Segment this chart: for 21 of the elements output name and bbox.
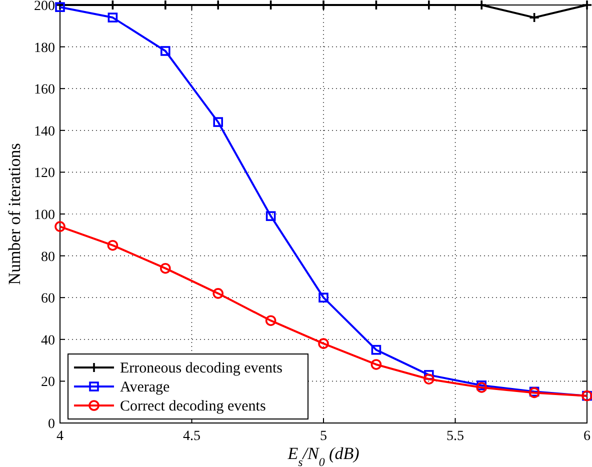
y-tick-label: 140 (34, 124, 55, 140)
x-tick-label: 6 (584, 429, 590, 444)
y-tick-label: 40 (41, 333, 55, 348)
y-tick-label: 120 (34, 166, 55, 182)
legend-label: Erroneous decoding events (120, 360, 283, 376)
x-tick-label: 5 (320, 429, 327, 444)
y-tick-label: 20 (41, 375, 55, 390)
x-tick-label: 5.5 (446, 429, 464, 444)
y-tick-label: 200 (34, 0, 55, 14)
y-tick-label: 0 (48, 417, 55, 432)
x-axis-title: E$_{s}$/N$_{0}$ (dB) (286, 444, 360, 467)
y-tick-label: 80 (41, 250, 55, 265)
y-tick-label: 160 (34, 82, 55, 98)
y-tick-label: 180 (34, 40, 55, 56)
x-tick-label: 4 (56, 429, 64, 444)
legend-label: Average (120, 380, 170, 396)
y-tick-label: 100 (34, 208, 55, 223)
legend-label: Correct decoding events (120, 398, 266, 414)
y-tick-label: 60 (41, 292, 55, 307)
y-axis-title: Number of iterations (5, 143, 24, 285)
x-tick-label: 4.5 (183, 429, 200, 444)
